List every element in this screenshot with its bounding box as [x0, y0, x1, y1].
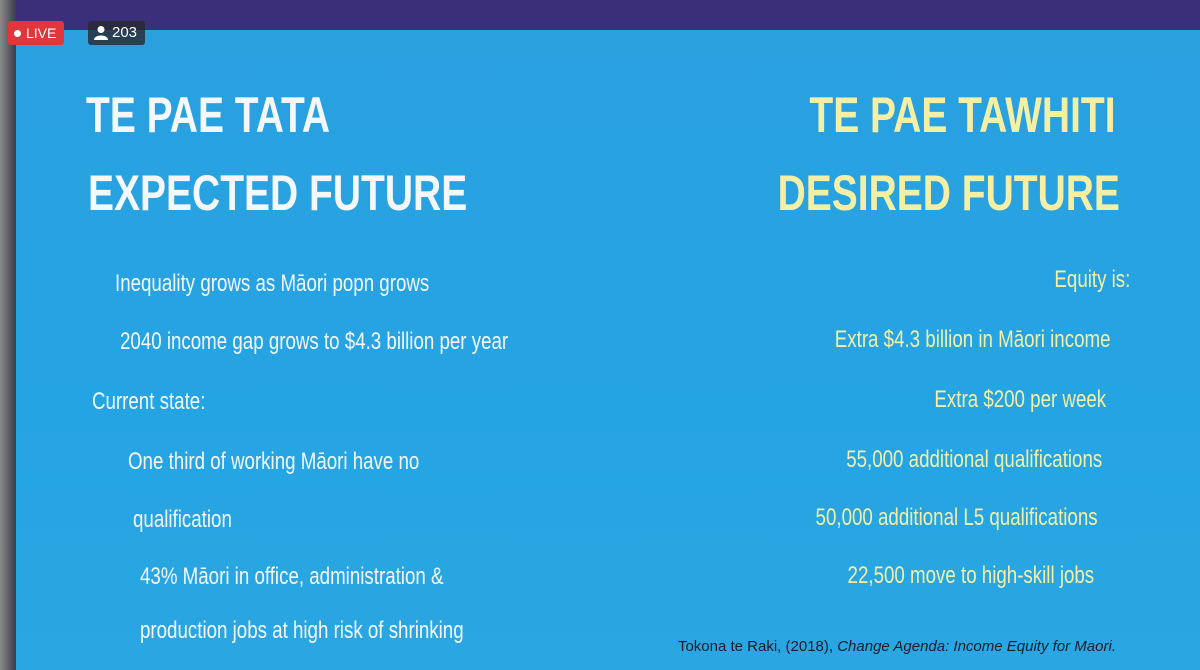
- viewer-icon: [94, 26, 108, 40]
- right-item: Extra $200 per week: [934, 386, 1106, 413]
- viewer-count: 203: [88, 21, 146, 45]
- right-item: 50,000 additional L5 qualifications: [815, 504, 1098, 531]
- live-label: LIVE: [26, 25, 57, 41]
- viewer-number: 203: [112, 24, 138, 41]
- citation-text: Tokona te Raki, (2018),: [677, 638, 838, 655]
- right-subtitle: DESIRED FUTURE: [777, 165, 1120, 221]
- citation-title: Change Agenda: Income Equity for Maori.: [837, 638, 1116, 655]
- left-item: Current state:: [92, 388, 206, 415]
- right-item: Equity is:: [1054, 266, 1130, 293]
- left-subtitle: EXPECTED FUTURE: [88, 165, 468, 221]
- left-item: 43% Māori in office, administration &: [140, 563, 444, 590]
- left-item: One third of working Māori have no: [128, 448, 420, 475]
- right-item: 22,500 move to high-skill jobs: [847, 562, 1094, 589]
- screen-bezel: [0, 0, 16, 670]
- left-item: Inequality grows as Māori popn grows: [115, 270, 430, 297]
- live-badge: LIVE: [8, 21, 65, 45]
- citation: Tokona te Raki, (2018), Change Agenda: I…: [678, 638, 1116, 655]
- left-title: TE PAE TATA: [86, 87, 331, 143]
- right-item: Extra $4.3 billion in Māori income: [834, 326, 1110, 353]
- left-item: 2040 income gap grows to $4.3 billion pe…: [120, 328, 509, 355]
- left-item: qualification: [133, 506, 232, 533]
- left-item: production jobs at high risk of shrinkin…: [140, 617, 464, 644]
- right-title: TE PAE TAWHITI: [809, 87, 1116, 143]
- right-item: 55,000 additional qualifications: [845, 446, 1102, 473]
- slide: TE PAE TATA EXPECTED FUTURE TE PAE TAWHI…: [16, 30, 1200, 670]
